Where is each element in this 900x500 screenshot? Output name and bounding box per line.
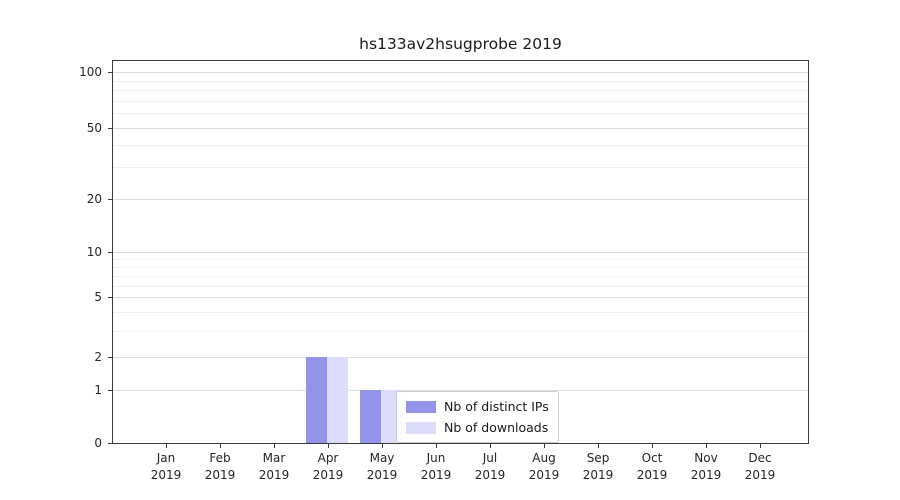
x-tick-mark (598, 444, 599, 448)
gridline (113, 259, 808, 261)
bar-apr-downloads (327, 357, 348, 443)
plot-area: Nb of distinct IPs Nb of downloads (112, 60, 809, 444)
x-tick-mark (490, 444, 491, 448)
y-tick-label: 50 (86, 120, 102, 135)
gridline (113, 312, 808, 314)
gridline (113, 100, 808, 102)
gridline (113, 275, 808, 277)
y-tick-mark (108, 252, 112, 254)
x-tick-mark (436, 444, 437, 448)
gridline (113, 127, 808, 129)
gridline (113, 90, 808, 92)
y-tick-label: 1 (94, 383, 102, 398)
x-tick-label: Oct 2019 (636, 451, 668, 482)
legend-label-distinct-ips: Nb of distinct IPs (444, 399, 549, 414)
x-tick-label: Nov 2019 (690, 451, 722, 482)
gridline (113, 113, 808, 115)
legend-item-downloads: Nb of downloads (406, 420, 549, 435)
x-tick-mark (328, 444, 329, 448)
x-tick-mark (382, 444, 383, 448)
gridline (113, 357, 808, 359)
gridlines-layer (113, 61, 808, 443)
x-tick-mark (166, 444, 167, 448)
y-tick-mark (108, 357, 112, 359)
gridline (113, 390, 808, 392)
y-tick-mark (108, 72, 112, 74)
bar-apr-distinct-ips (306, 357, 327, 443)
legend: Nb of distinct IPs Nb of downloads (396, 391, 559, 443)
y-tick-mark (108, 443, 112, 444)
x-tick-label: Dec 2019 (744, 451, 776, 482)
gridline (113, 297, 808, 299)
y-tick-mark (108, 390, 112, 392)
x-tick-mark (544, 444, 545, 448)
y-tick-label: 2 (94, 350, 102, 365)
bar-may-distinct-ips (360, 390, 381, 443)
gridline (113, 330, 808, 332)
x-tick-label: Apr 2019 (312, 451, 344, 482)
x-tick-mark (652, 444, 653, 448)
gridline (113, 252, 808, 254)
gridline (113, 80, 808, 82)
gridline (113, 198, 808, 200)
x-tick-mark (760, 444, 761, 448)
bars-layer (113, 61, 808, 443)
gridline (113, 266, 808, 268)
x-tick-mark (706, 444, 707, 448)
y-tick-mark (108, 198, 112, 200)
y-tick-label: 0 (94, 436, 102, 450)
y-tick-label: 10 (86, 245, 102, 260)
x-tick-mark (274, 444, 275, 448)
x-tick-label: Aug 2019 (528, 451, 560, 482)
x-tick-label: Jul 2019 (474, 451, 506, 482)
legend-item-distinct-ips: Nb of distinct IPs (406, 399, 549, 414)
x-tick-label: Sep 2019 (582, 451, 614, 482)
chart-title: hs133av2hsugprobe 2019 (359, 35, 562, 53)
x-tick-label: May 2019 (366, 451, 398, 482)
x-tick-label: Mar 2019 (258, 451, 290, 482)
x-tick-label: Jun 2019 (420, 451, 452, 482)
y-tick-label: 100 (79, 65, 102, 80)
legend-swatch-downloads (406, 421, 436, 434)
x-tick-label: Feb 2019 (204, 451, 236, 482)
x-tick-label: Jan 2019 (150, 451, 182, 482)
y-tick-mark (108, 127, 112, 129)
y-tick-mark (108, 297, 112, 299)
y-tick-label: 5 (94, 290, 102, 305)
x-tick-mark (220, 444, 221, 448)
legend-swatch-distinct-ips (406, 400, 436, 413)
gridline (113, 145, 808, 147)
legend-label-downloads: Nb of downloads (444, 420, 549, 435)
gridline (113, 72, 808, 74)
gridline (113, 285, 808, 287)
gridline (113, 167, 808, 169)
y-tick-label: 20 (86, 191, 102, 206)
